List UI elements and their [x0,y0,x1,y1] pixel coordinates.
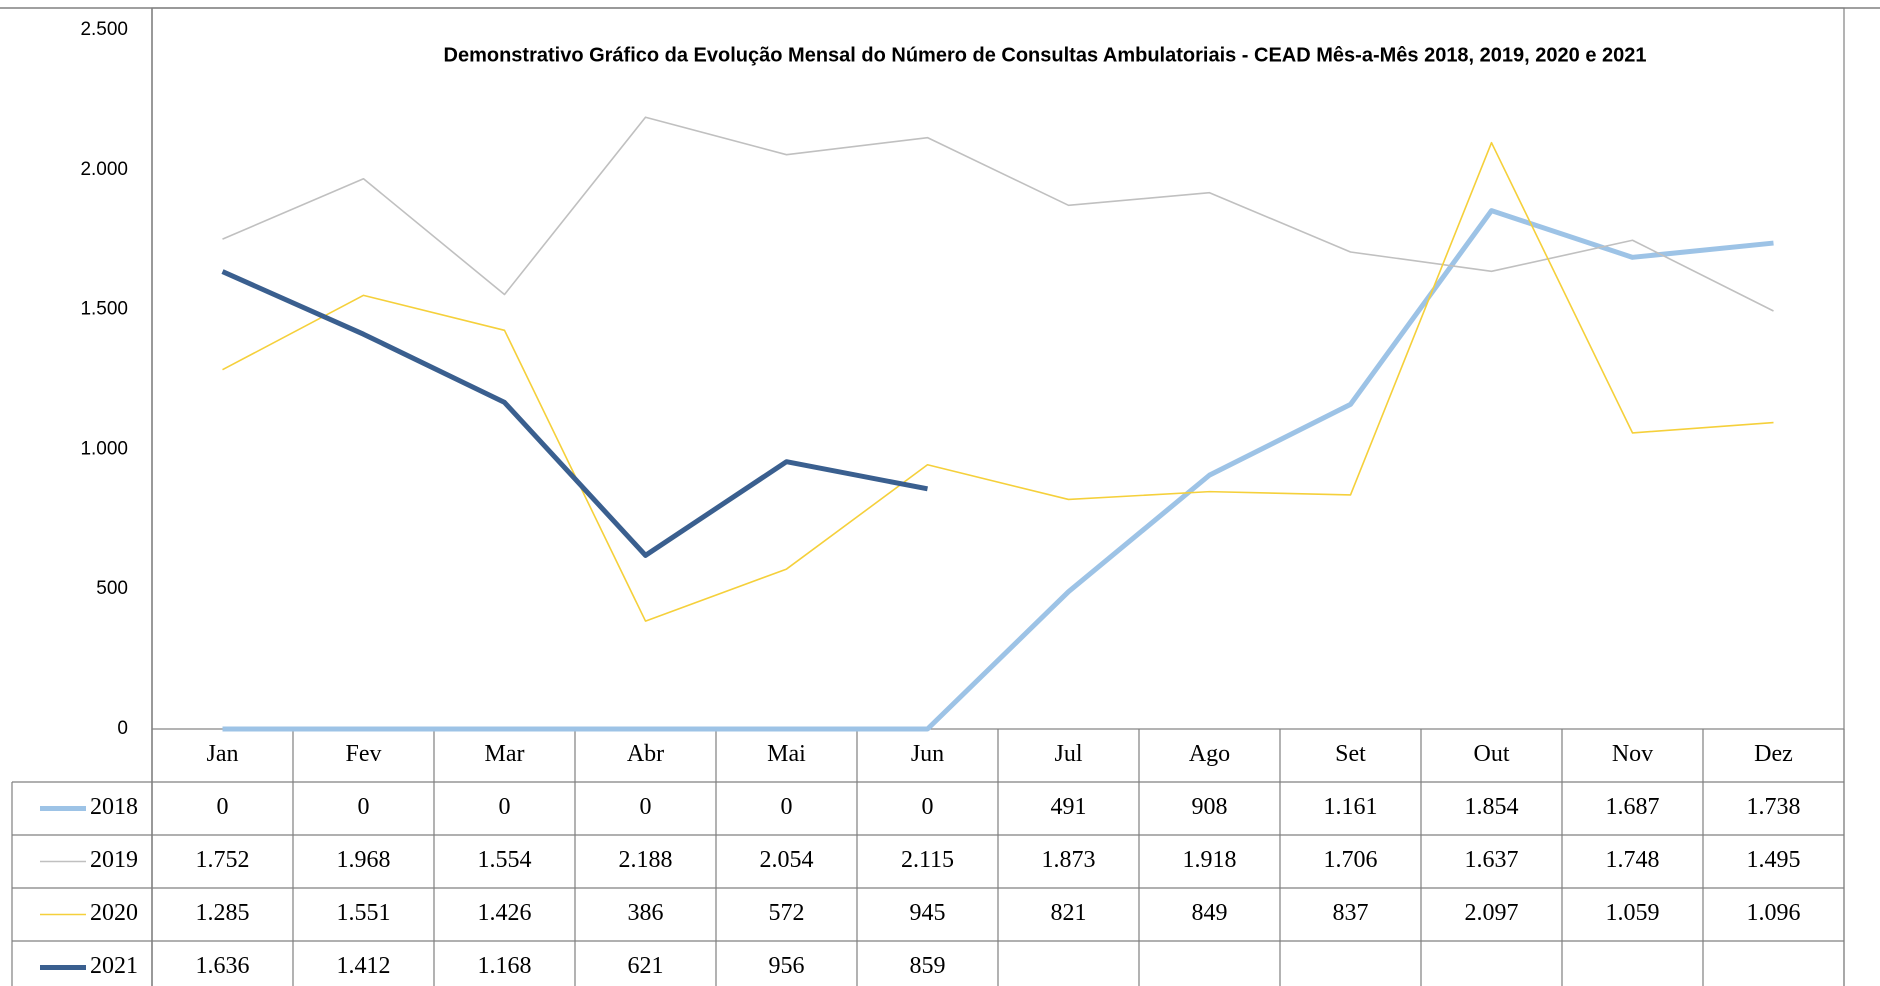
x-tick-label: Abr [627,741,664,767]
y-tick-label: 1.500 [80,299,128,320]
table-cell: 1.748 [1606,847,1660,873]
table-cell: 1.873 [1042,847,1096,873]
x-tick-label: Jun [911,741,944,767]
table-cell: 0 [781,794,793,820]
table-cell: 2.054 [760,847,814,873]
table-cell: 1.738 [1747,794,1801,820]
table-cell: 386 [628,900,664,926]
table-cell: 0 [922,794,934,820]
x-tick-label: Ago [1189,741,1230,767]
legend-label: 2021 [90,953,138,979]
table-cell: 491 [1051,794,1087,820]
table-cell: 1.551 [337,900,391,926]
table-cell: 621 [628,953,664,979]
table-cell: 1.968 [337,847,391,873]
y-tick-label: 2.000 [80,159,128,180]
series-line [222,208,1774,732]
y-tick-label: 500 [96,578,128,599]
series-line [221,269,928,558]
x-tick-label: Nov [1612,741,1653,767]
x-tick-label: Mar [485,741,525,767]
table-cell: 0 [358,794,370,820]
table-cell: 1.412 [337,953,391,979]
table-cell: 1.554 [478,847,532,873]
legend-label: 2018 [90,794,138,820]
table-cell: 859 [910,953,946,979]
table-cell: 945 [910,900,946,926]
table-cell: 849 [1192,900,1228,926]
table-cell: 572 [769,900,805,926]
table-cell: 0 [217,794,229,820]
x-tick-label: Mai [767,741,806,767]
table-cell: 1.168 [478,953,532,979]
x-tick-label: Fev [346,741,382,767]
series-line [222,116,1774,312]
x-tick-label: Dez [1754,741,1793,767]
table-cell: 1.918 [1183,847,1237,873]
table-cell: 821 [1051,900,1087,926]
table-cell: 1.495 [1747,847,1801,873]
table-cell: 2.188 [619,847,673,873]
chart-title: Demonstrativo Gráfico da Evolução Mensal… [444,44,1647,66]
y-tick-label: 1.000 [80,438,128,459]
table-cell: 1.636 [196,953,250,979]
x-tick-label: Jul [1054,741,1082,767]
table-cell: 1.687 [1606,794,1660,820]
y-tick-label: 2.500 [80,19,128,40]
table-cell: 837 [1333,900,1369,926]
table-cell: 2.097 [1465,900,1519,926]
table-cell: 2.115 [901,847,954,873]
table-cell: 1.059 [1606,900,1660,926]
table-cell: 1.161 [1324,794,1378,820]
legend-label: 2020 [90,900,138,926]
y-tick-label: 0 [117,718,128,739]
legend-label: 2019 [90,847,138,873]
table-cell: 1.096 [1747,900,1801,926]
series-line [222,141,1774,622]
table-cell: 956 [769,953,805,979]
table-cell: 0 [640,794,652,820]
table-cell: 1.285 [196,900,250,926]
x-tick-label: Out [1474,741,1510,767]
table-cell: 1.752 [196,847,250,873]
table-cell: 1.637 [1465,847,1519,873]
table-cell: 1.854 [1465,794,1519,820]
table-cell: 1.426 [478,900,532,926]
table-cell: 1.706 [1324,847,1378,873]
table-cell: 908 [1192,794,1228,820]
table-cell: 0 [499,794,511,820]
x-tick-label: Set [1335,741,1366,767]
x-tick-label: Jan [207,741,239,767]
plot-border [151,7,1845,730]
